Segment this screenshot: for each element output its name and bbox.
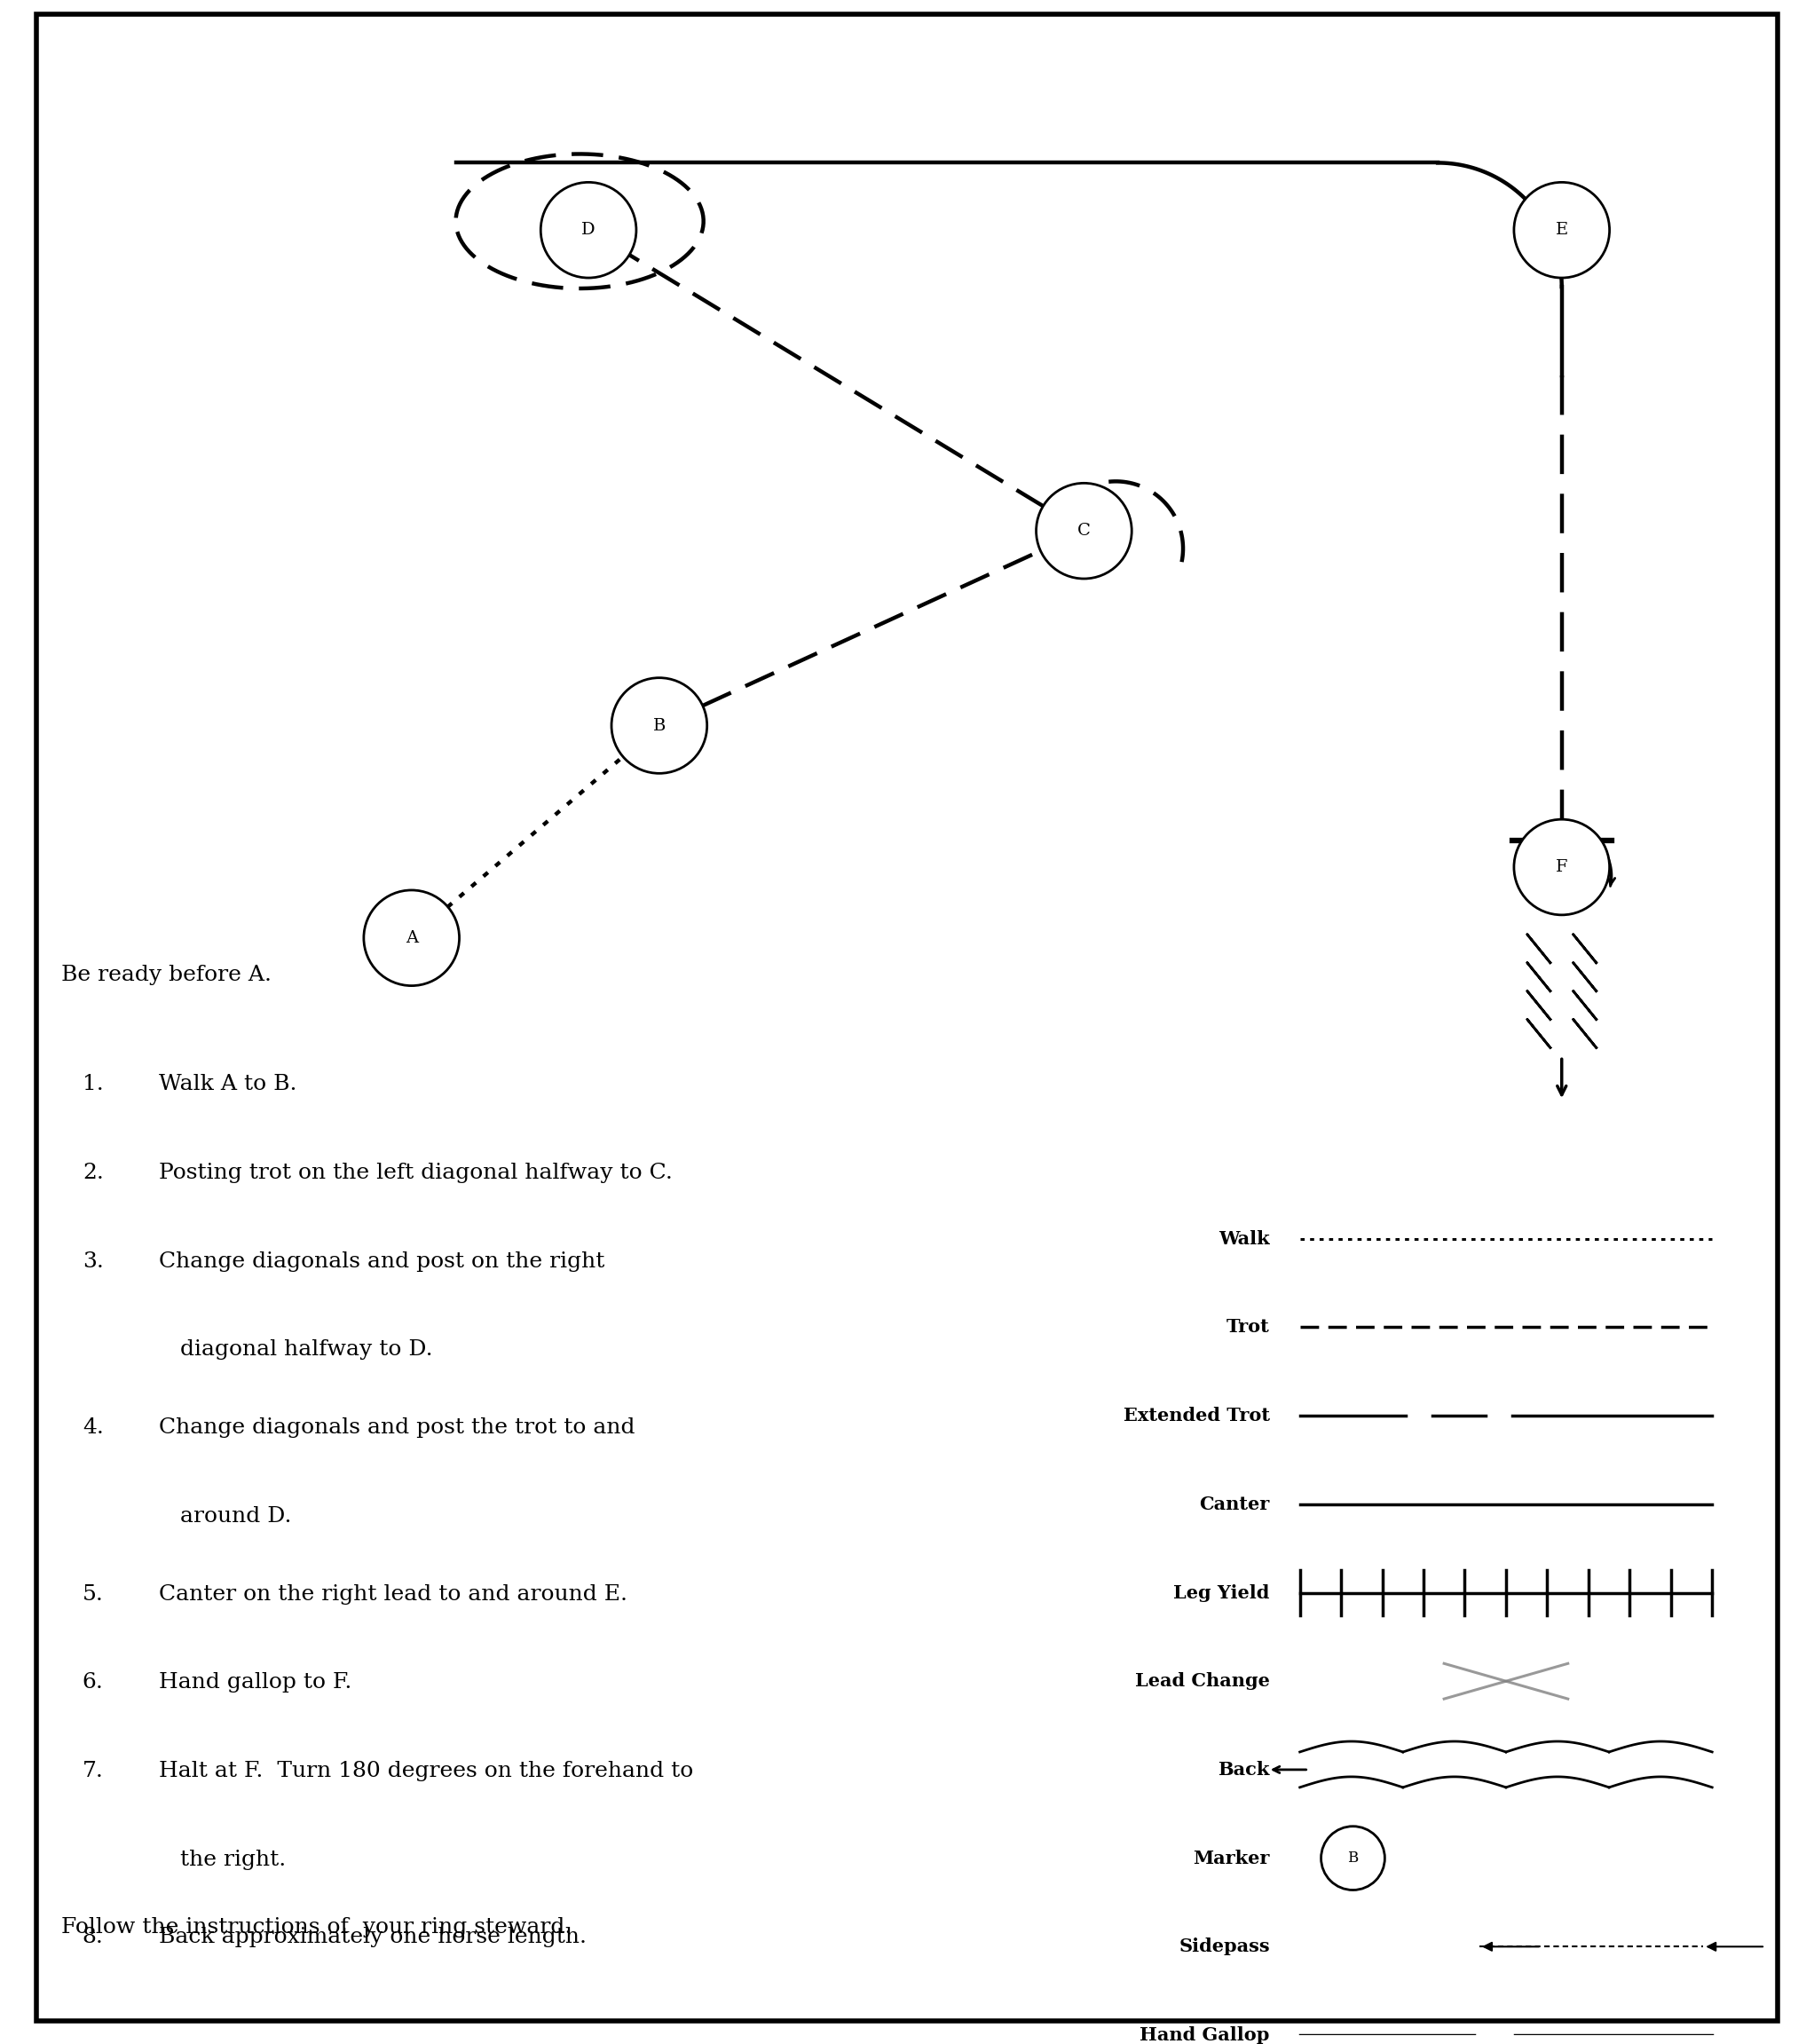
Text: 1.: 1.: [82, 1075, 103, 1096]
Text: Hand gallop to F.: Hand gallop to F.: [158, 1672, 352, 1692]
Text: B: B: [653, 717, 666, 734]
Text: Back approximately one horse length.: Back approximately one horse length.: [158, 1927, 586, 1948]
Text: Sidepass: Sidepass: [1179, 1938, 1270, 1956]
Text: Hand Gallop: Hand Gallop: [1139, 2026, 1270, 2044]
Text: Be ready before A.: Be ready before A.: [62, 965, 272, 985]
Text: Extended Trot: Extended Trot: [1123, 1406, 1270, 1425]
Circle shape: [1515, 182, 1609, 278]
Text: the right.: the right.: [158, 1850, 285, 1870]
Circle shape: [365, 889, 459, 985]
Text: 2.: 2.: [82, 1163, 103, 1183]
Text: A: A: [405, 930, 417, 946]
Text: Lead Change: Lead Change: [1136, 1672, 1270, 1690]
Text: 8.: 8.: [82, 1927, 103, 1948]
Text: E: E: [1555, 223, 1567, 237]
Text: D: D: [582, 223, 595, 237]
Text: Leg Yield: Leg Yield: [1174, 1584, 1270, 1602]
Text: Back: Back: [1217, 1760, 1270, 1778]
Text: B: B: [1348, 1850, 1359, 1866]
Text: around D.: around D.: [158, 1506, 292, 1527]
Text: Walk A to B.: Walk A to B.: [158, 1075, 296, 1096]
Text: 4.: 4.: [82, 1416, 103, 1437]
Text: 7.: 7.: [82, 1760, 103, 1780]
Text: Canter: Canter: [1199, 1496, 1270, 1513]
Text: Marker: Marker: [1194, 1850, 1270, 1866]
Text: 5.: 5.: [82, 1584, 103, 1605]
Text: Trot: Trot: [1226, 1318, 1270, 1337]
Circle shape: [1321, 1825, 1384, 1891]
Text: Walk: Walk: [1219, 1230, 1270, 1247]
Text: Posting trot on the left diagonal halfway to C.: Posting trot on the left diagonal halfwa…: [158, 1163, 673, 1183]
Text: diagonal halfway to D.: diagonal halfway to D.: [158, 1339, 432, 1359]
Text: 3.: 3.: [82, 1251, 103, 1271]
Text: Halt at F.  Turn 180 degrees on the forehand to: Halt at F. Turn 180 degrees on the foreh…: [158, 1760, 693, 1780]
Text: 6.: 6.: [82, 1672, 103, 1692]
Circle shape: [1515, 820, 1609, 916]
Text: Canter on the right lead to and around E.: Canter on the right lead to and around E…: [158, 1584, 628, 1605]
Text: C: C: [1078, 523, 1090, 540]
Circle shape: [611, 679, 707, 773]
Circle shape: [541, 182, 637, 278]
Text: Change diagonals and post on the right: Change diagonals and post on the right: [158, 1251, 604, 1271]
Text: Follow the instructions of  your ring steward.: Follow the instructions of your ring ste…: [62, 1917, 571, 1938]
Text: Change diagonals and post the trot to and: Change diagonals and post the trot to an…: [158, 1416, 635, 1437]
Circle shape: [1036, 482, 1132, 578]
Text: F: F: [1556, 858, 1567, 875]
